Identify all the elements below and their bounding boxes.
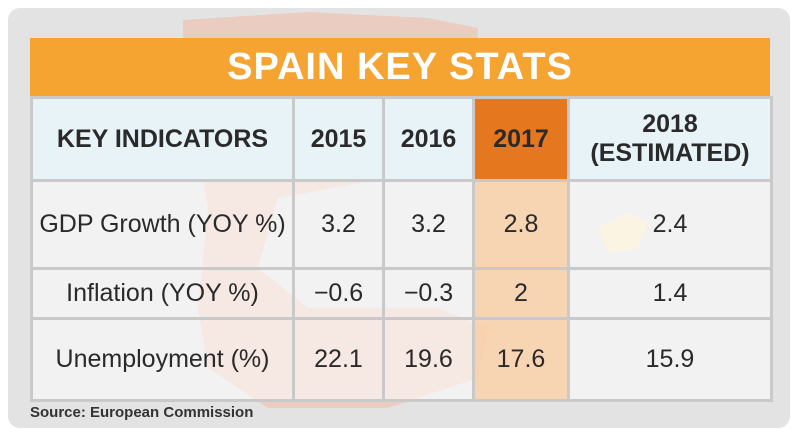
value-cell: 19.6 <box>382 317 475 402</box>
value-cell: −0.6 <box>292 267 385 320</box>
value-cell: 2 <box>472 267 570 320</box>
header-cell: 2015 <box>292 96 385 182</box>
source: Source: European Commission <box>30 404 254 421</box>
value-cell: 2.4 <box>567 179 773 270</box>
value-cell: 2.8 <box>472 179 570 270</box>
header-cell: KEY INDICATORS <box>30 96 295 182</box>
stats-table: KEY INDICATORS 2015 2016 2017 2018 (ESTIMATE… <box>30 96 773 402</box>
header-cell: 2018 (ESTIMATED) <box>567 96 773 182</box>
value-cell: 17.6 <box>472 317 570 402</box>
title: SPAIN KEY STATS <box>30 38 770 96</box>
value-cell: −0.3 <box>382 267 475 320</box>
row-label: GDP Growth (YOY %) <box>30 179 295 270</box>
header-cell: 2017 <box>472 96 570 182</box>
row-label: Inflation (YOY %) <box>30 267 295 320</box>
value-cell: 1.4 <box>567 267 773 320</box>
value-cell: 3.2 <box>292 179 385 270</box>
header-cell: 2016 <box>382 96 475 182</box>
table-row: Inflation (YOY %) −0.6 −0.3 2 1.4 <box>30 267 773 320</box>
table-row: GDP Growth (YOY %) 3.2 3.2 2.8 2.4 <box>30 179 773 270</box>
value-cell: 22.1 <box>292 317 385 402</box>
value-cell: 15.9 <box>567 317 773 402</box>
infographic-frame: SPAIN KEY STATS KEY INDICATORS 2015 2016 20… <box>8 8 790 428</box>
value-cell: 3.2 <box>382 179 475 270</box>
table-row: Unemployment (%) 22.1 19.6 17.6 15.9 <box>30 317 773 402</box>
header-row: KEY INDICATORS 2015 2016 2017 2018 (ESTIMATE… <box>30 96 773 182</box>
row-label: Unemployment (%) <box>30 317 295 402</box>
